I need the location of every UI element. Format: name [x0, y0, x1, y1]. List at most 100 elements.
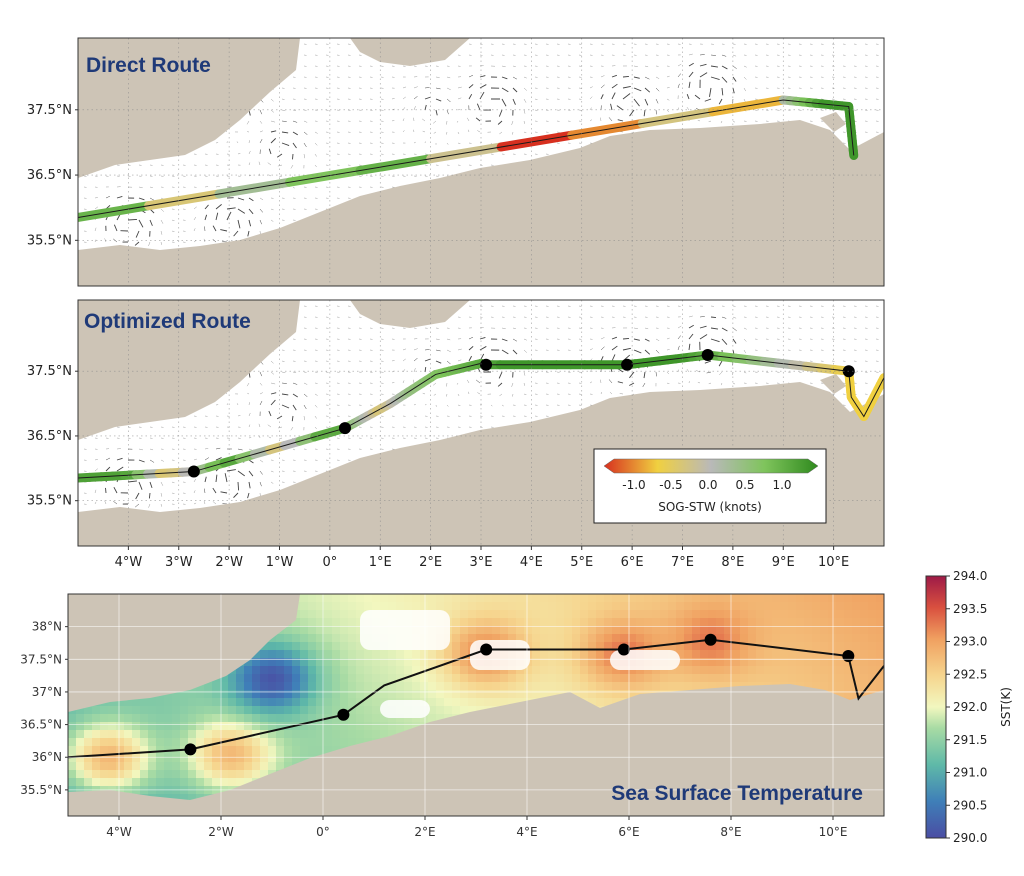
sst-cell	[244, 778, 253, 787]
sst-cell	[164, 762, 173, 771]
current-arrow	[314, 131, 318, 134]
sst-cell	[452, 666, 461, 675]
sst-cell	[76, 722, 85, 731]
sst-cell	[148, 706, 157, 715]
current-arrow	[248, 424, 251, 428]
current-arrow	[236, 141, 239, 144]
current-arrow	[655, 338, 660, 341]
sst-cell	[332, 666, 341, 675]
current-arrow	[402, 86, 407, 89]
sst-cell	[484, 674, 493, 683]
current-arrow	[204, 214, 208, 221]
sst-cell	[300, 754, 309, 763]
sst-cell	[468, 602, 477, 611]
legend-colorbar	[603, 458, 819, 474]
current-arrow	[475, 379, 481, 384]
sst-cell	[292, 650, 301, 659]
sst-cell	[92, 722, 101, 731]
current-arrow	[479, 75, 486, 78]
sst-cell	[428, 674, 437, 683]
current-arrow	[697, 119, 701, 122]
sst-cell	[284, 698, 293, 707]
sst-cell	[244, 770, 253, 779]
sst-cell	[140, 762, 149, 771]
current-arrow	[270, 399, 276, 406]
current-arrow	[609, 391, 613, 395]
current-arrow	[501, 65, 506, 68]
sst-cell	[212, 738, 221, 747]
sst-cell	[348, 722, 357, 731]
sst-cell	[92, 770, 101, 779]
sst-cell	[204, 778, 213, 787]
sst-cell	[380, 602, 389, 611]
y-tick-label: 36.5°N	[27, 429, 72, 444]
sst-cell	[284, 706, 293, 715]
current-arrow	[655, 87, 660, 92]
sst-cell	[404, 722, 413, 731]
sst-cell	[372, 658, 381, 667]
current-arrow	[94, 489, 97, 494]
sst-cell	[276, 634, 285, 643]
sst-cell	[252, 650, 261, 659]
sst-cell	[340, 666, 349, 675]
current-arrow	[511, 120, 514, 126]
sst-cell	[396, 666, 405, 675]
sst-cell	[460, 698, 469, 707]
sst-cell	[468, 682, 477, 691]
current-arrow	[226, 469, 236, 472]
current-arrow	[413, 141, 416, 144]
sst-cell	[156, 754, 165, 763]
sst-cell	[84, 754, 93, 763]
current-arrow	[589, 86, 593, 89]
sst-cell	[132, 714, 141, 723]
sst-cell	[372, 690, 381, 699]
current-arrow	[224, 473, 228, 483]
current-arrow	[237, 153, 241, 155]
sst-cell	[420, 682, 429, 691]
current-arrow	[258, 161, 261, 166]
sst-cell	[276, 666, 285, 675]
sst-cell	[380, 674, 389, 683]
current-arrow	[456, 120, 459, 123]
current-arrow	[523, 382, 526, 386]
sst-cell	[484, 626, 493, 635]
sst-cell	[204, 722, 213, 731]
sst-cell	[172, 722, 181, 731]
sst-cell	[316, 634, 325, 643]
sst-cell	[268, 722, 277, 731]
sst-cell	[236, 698, 245, 707]
sst-cell	[228, 770, 237, 779]
sst-cell	[76, 738, 85, 747]
direct-route-line	[78, 95, 859, 222]
current-arrow	[303, 404, 307, 410]
sst-cell	[292, 690, 301, 699]
sst-cell	[452, 618, 461, 627]
sst-cell	[460, 642, 469, 651]
sst-cell	[212, 722, 221, 731]
sst-cell	[292, 698, 301, 707]
sst-cell	[308, 650, 317, 659]
sst-cell	[220, 730, 229, 739]
current-arrow	[270, 371, 275, 375]
current-arrow	[160, 241, 162, 245]
sst-cell	[276, 690, 285, 699]
current-arrow	[446, 393, 448, 397]
sst-cell	[452, 690, 461, 699]
current-arrow	[268, 148, 272, 155]
current-arrow	[135, 492, 140, 500]
current-arrow	[686, 94, 690, 100]
current-arrow	[644, 76, 650, 80]
sst-cell	[436, 594, 445, 603]
current-arrow	[149, 448, 154, 451]
sst-cell	[388, 658, 397, 667]
y-tick-label: 35.5°N	[27, 233, 72, 248]
sst-cell	[492, 674, 501, 683]
sst-cell	[140, 722, 149, 731]
optimized-route-line	[78, 349, 884, 483]
current-arrow	[694, 94, 701, 100]
sst-cell	[428, 706, 437, 715]
current-arrow	[479, 84, 487, 89]
sst-cell	[252, 674, 261, 683]
sst-cell	[172, 698, 181, 707]
current-arrow	[391, 360, 395, 362]
